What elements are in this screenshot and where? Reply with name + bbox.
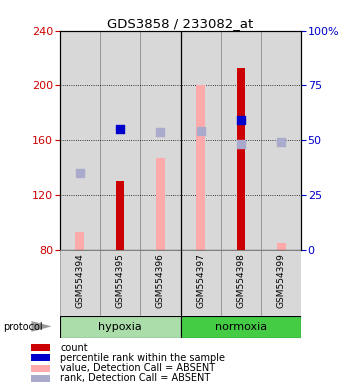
Text: hypoxia: hypoxia: [98, 322, 142, 332]
Title: GDS3858 / 233082_at: GDS3858 / 233082_at: [107, 17, 254, 30]
Bar: [180, 250, 221, 317]
Text: protocol: protocol: [4, 322, 43, 332]
Point: [198, 127, 204, 134]
Text: rank, Detection Call = ABSENT: rank, Detection Call = ABSENT: [60, 373, 210, 383]
Text: GSM554395: GSM554395: [116, 253, 125, 308]
Bar: [100, 31, 140, 250]
Bar: [31, 375, 50, 382]
Text: GSM554398: GSM554398: [236, 253, 245, 308]
Bar: [180, 31, 221, 250]
Bar: [31, 344, 50, 351]
Text: normoxia: normoxia: [215, 322, 267, 332]
Text: count: count: [60, 343, 88, 353]
Bar: [140, 250, 180, 317]
Bar: [100, 250, 140, 317]
Bar: [60, 31, 100, 250]
Bar: [60, 316, 180, 338]
Point: [278, 139, 284, 145]
Bar: [31, 364, 50, 372]
Point: [238, 141, 244, 147]
Bar: [180, 316, 301, 338]
Text: GSM554394: GSM554394: [75, 253, 84, 308]
Bar: [277, 243, 286, 250]
Bar: [60, 250, 100, 317]
Text: GSM554396: GSM554396: [156, 253, 165, 308]
Bar: [221, 250, 261, 317]
Bar: [75, 232, 84, 250]
Text: value, Detection Call = ABSENT: value, Detection Call = ABSENT: [60, 363, 215, 373]
Bar: [31, 354, 50, 361]
Bar: [261, 250, 301, 317]
Bar: [140, 31, 180, 250]
Bar: [196, 86, 205, 250]
Polygon shape: [31, 321, 52, 332]
Point: [77, 170, 83, 176]
Point: [238, 117, 244, 123]
Bar: [236, 68, 245, 250]
Text: percentile rank within the sample: percentile rank within the sample: [60, 353, 225, 363]
Text: GSM554397: GSM554397: [196, 253, 205, 308]
Text: GSM554399: GSM554399: [277, 253, 286, 308]
Bar: [261, 31, 301, 250]
Bar: [156, 158, 165, 250]
Bar: [221, 31, 261, 250]
Point: [157, 129, 163, 135]
Point: [117, 126, 123, 132]
Bar: [116, 181, 125, 250]
